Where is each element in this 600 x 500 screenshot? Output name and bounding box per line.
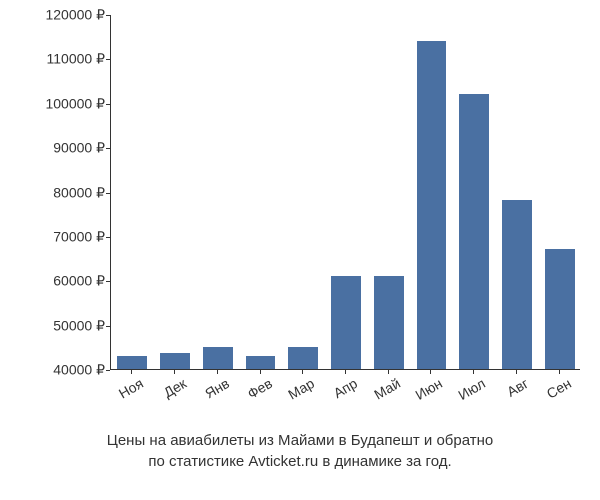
- x-axis-tick-mark: [516, 370, 517, 374]
- bar: [374, 276, 404, 369]
- chart-caption: Цены на авиабилеты из Майами в Будапешт …: [0, 430, 600, 472]
- y-axis-tick-label: 80000 ₽: [53, 184, 105, 201]
- x-axis-tick-label: Авг: [493, 375, 531, 406]
- x-axis-tick-mark: [174, 370, 175, 374]
- caption-line-1: Цены на авиабилеты из Майами в Будапешт …: [0, 430, 600, 451]
- y-axis-tick-label: 50000 ₽: [53, 317, 105, 334]
- bar: [288, 347, 318, 369]
- bar: [246, 356, 276, 369]
- x-axis-tick-label: Сен: [535, 375, 573, 406]
- y-axis-tick-mark: [106, 15, 110, 16]
- plot-area: [110, 15, 580, 370]
- y-axis-tick-label: 120000 ₽: [45, 7, 105, 24]
- x-axis-tick-mark: [559, 370, 560, 374]
- y-axis-tick-label: 60000 ₽: [53, 273, 105, 290]
- caption-line-2: по статистике Avticket.ru в динамике за …: [0, 451, 600, 472]
- x-axis-tick-label: Май: [364, 375, 402, 406]
- bar-chart: 40000 ₽ 50000 ₽ 60000 ₽ 70000 ₽ 80000 ₽ 90000…: [10, 10, 590, 430]
- x-axis-tick-mark: [473, 370, 474, 374]
- y-axis-tick-label: 70000 ₽: [53, 228, 105, 245]
- x-axis-tick-label: Мар: [279, 375, 317, 406]
- x-axis-tick-label: Фев: [236, 375, 274, 406]
- bar: [545, 249, 575, 369]
- x-axis-tick-mark: [260, 370, 261, 374]
- y-axis-tick-mark: [106, 59, 110, 60]
- bar: [117, 356, 147, 369]
- x-axis-tick-label: Дек: [151, 375, 189, 406]
- y-axis-tick-mark: [106, 326, 110, 327]
- bar: [417, 41, 447, 369]
- y-axis-tick-mark: [106, 148, 110, 149]
- y-axis-tick-label: 100000 ₽: [45, 95, 105, 112]
- bar: [331, 276, 361, 369]
- bar: [459, 94, 489, 369]
- x-axis-tick-mark: [131, 370, 132, 374]
- x-axis-tick-mark: [302, 370, 303, 374]
- x-axis-tick-mark: [430, 370, 431, 374]
- bar: [160, 353, 190, 369]
- y-axis-tick-mark: [106, 281, 110, 282]
- bar: [502, 200, 532, 369]
- y-axis-tick-label: 110000 ₽: [47, 51, 105, 68]
- y-axis-tick-mark: [106, 370, 110, 371]
- y-axis-tick-mark: [106, 104, 110, 105]
- bar: [203, 347, 233, 369]
- y-axis-tick-mark: [106, 237, 110, 238]
- x-axis-tick-label: Июн: [407, 375, 445, 406]
- x-axis-tick-label: Янв: [194, 375, 232, 406]
- x-axis-tick-mark: [217, 370, 218, 374]
- y-axis-tick-label: 90000 ₽: [53, 140, 105, 157]
- y-axis-tick-mark: [106, 193, 110, 194]
- x-axis-tick-mark: [345, 370, 346, 374]
- x-axis-tick-mark: [388, 370, 389, 374]
- x-axis-tick-label: Ноя: [108, 375, 146, 406]
- x-axis-tick-label: Апр: [322, 375, 360, 406]
- y-axis-tick-label: 40000 ₽: [53, 362, 105, 379]
- x-axis-tick-label: Июл: [450, 375, 488, 406]
